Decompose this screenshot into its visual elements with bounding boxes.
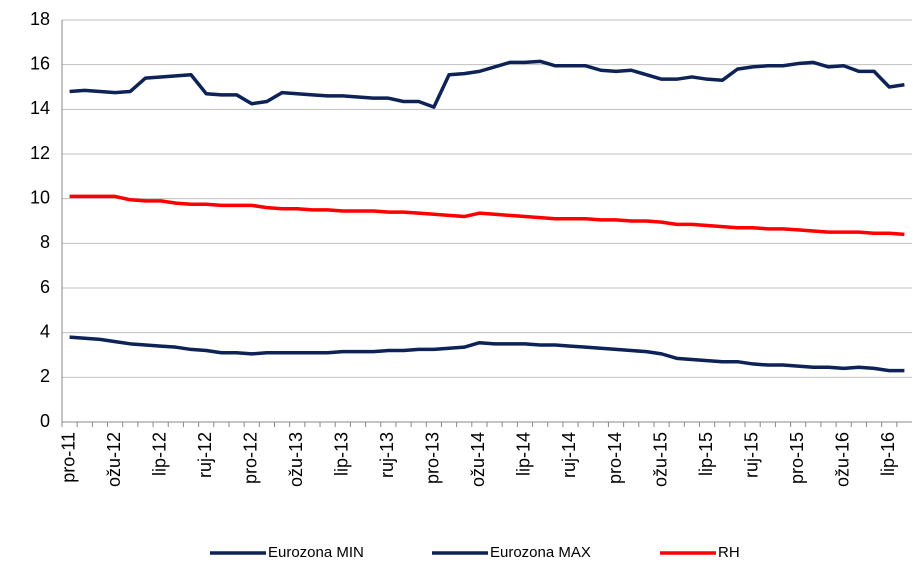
legend-label: Eurozona MAX: [490, 544, 591, 561]
x-tick-label: lip-16: [878, 432, 898, 476]
y-tick-label: 4: [40, 321, 50, 341]
x-tick-label: lip-14: [514, 432, 534, 476]
legend-label: Eurozona MIN: [268, 544, 364, 561]
y-tick-label: 18: [30, 9, 50, 29]
y-tick-label: 2: [40, 366, 50, 386]
x-tick-label: pro-12: [240, 432, 260, 484]
y-tick-label: 12: [30, 143, 50, 163]
y-tick-label: 8: [40, 232, 50, 252]
y-tick-label: 16: [30, 53, 50, 73]
legend-label: RH: [718, 544, 740, 561]
y-tick-label: 0: [40, 411, 50, 431]
x-tick-label: ruj-15: [741, 432, 761, 478]
x-tick-label: ruj-12: [195, 432, 215, 478]
series-line: [69, 335, 905, 373]
x-tick-label: pro-15: [787, 432, 807, 484]
x-tick-label: lip-12: [149, 432, 169, 476]
x-tick-label: pro-11: [58, 432, 78, 483]
x-tick-label: ožu-15: [650, 432, 670, 487]
x-tick-label: lip-13: [332, 432, 352, 476]
x-tick-label: ruj-14: [559, 432, 579, 478]
series-line: [69, 59, 905, 109]
x-tick-label: lip-15: [696, 432, 716, 476]
y-tick-label: 6: [40, 277, 50, 297]
x-tick-label: ožu-14: [468, 432, 488, 487]
series-line: [69, 194, 905, 237]
x-tick-label: ožu-13: [286, 432, 306, 487]
x-tick-label: pro-14: [605, 432, 625, 484]
y-tick-label: 10: [30, 187, 50, 207]
x-tick-label: ožu-16: [832, 432, 852, 487]
x-tick-label: ožu-12: [104, 432, 124, 487]
x-tick-label: pro-13: [423, 432, 443, 484]
x-tick-label: ruj-13: [377, 432, 397, 478]
y-tick-label: 14: [30, 98, 50, 118]
